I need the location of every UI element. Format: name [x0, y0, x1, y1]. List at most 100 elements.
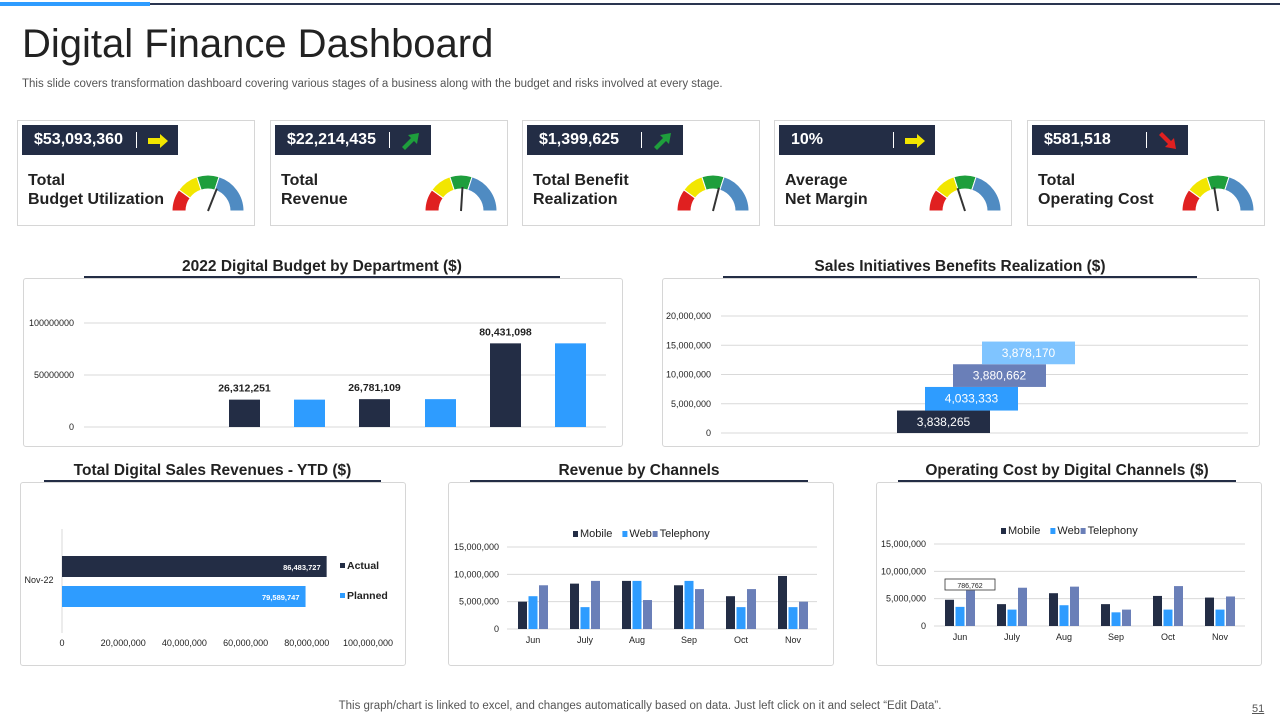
bar[interactable]	[966, 590, 975, 626]
revenue-chart-panel[interactable]: 15,000,000 10,000,000 5,000,000 0 Mobile Web T…	[448, 482, 834, 666]
bar[interactable]	[747, 589, 756, 629]
bar[interactable]	[580, 607, 590, 629]
legend-label: Telephony	[660, 528, 711, 540]
bar[interactable]	[1153, 595, 1162, 626]
kpi-value: $22,214,435	[287, 131, 376, 148]
benefits-chart-panel[interactable]: 20,000,000 15,000,000 10,000,000 5,000,000 0…	[662, 278, 1260, 447]
bar[interactable]	[955, 606, 965, 626]
bar[interactable]	[425, 399, 456, 427]
bar[interactable]	[1049, 593, 1058, 626]
bar[interactable]	[643, 600, 652, 629]
bar[interactable]	[1059, 605, 1069, 626]
waterfall-bar[interactable]	[953, 364, 1046, 387]
bar[interactable]	[1101, 604, 1110, 626]
bar[interactable]	[1215, 609, 1225, 626]
bar[interactable]	[1070, 586, 1079, 626]
bar[interactable]	[490, 343, 521, 427]
budget-chart-panel[interactable]: 100000000 50000000 0 26,312,251 26,781,109 80…	[23, 278, 623, 447]
data-label: 3,880,662	[973, 369, 1027, 383]
bar[interactable]	[1163, 609, 1173, 626]
gauge-segment	[1224, 176, 1255, 212]
bar[interactable]	[788, 607, 798, 629]
bar[interactable]	[945, 599, 954, 626]
gauge-icon	[424, 174, 498, 212]
kpi-separator	[136, 132, 137, 148]
revenue-chart: 15,000,000 10,000,000 5,000,000 0 Mobile Web T…	[454, 528, 817, 645]
bar[interactable]	[62, 586, 306, 607]
bar[interactable]	[1007, 609, 1017, 626]
right-arrow-icon	[148, 134, 168, 148]
kpi-label-line1: Total	[1038, 172, 1076, 189]
kpi-card[interactable]: $22,214,435 Total Revenue	[270, 120, 508, 226]
kpi-card[interactable]: $581,518 Total Operating Cost	[1027, 120, 1265, 226]
gauge-segment	[719, 176, 750, 212]
legend-swatch	[652, 531, 658, 537]
y-tick-label: 15,000,000	[454, 542, 499, 552]
kpi-card[interactable]: $53,093,360 Total Budget Utilization	[17, 120, 255, 226]
gauge-icon	[171, 174, 245, 212]
bar[interactable]	[62, 556, 327, 577]
bar[interactable]	[997, 604, 1006, 626]
revenue-chart-title: Revenue by Channels	[558, 462, 720, 479]
y-tick-label: 0	[69, 422, 74, 432]
bar[interactable]	[1122, 609, 1131, 626]
bar[interactable]	[684, 580, 694, 629]
bar[interactable]	[518, 601, 527, 629]
x-tick-label: Oct	[1161, 632, 1176, 642]
kpi-card[interactable]: $1,399,625 Total Benefit Realization	[522, 120, 760, 226]
data-label: 80,431,098	[479, 326, 532, 338]
bar[interactable]	[1111, 612, 1121, 626]
bar[interactable]	[1205, 597, 1214, 626]
bar[interactable]	[622, 580, 631, 629]
legend-swatch	[1001, 528, 1006, 534]
y-tick-label: 5,000,000	[886, 594, 926, 604]
legend-swatch	[1080, 528, 1086, 534]
waterfall-bar[interactable]	[982, 341, 1075, 365]
waterfall-bar[interactable]	[897, 410, 990, 433]
kpi-separator	[893, 132, 894, 148]
bar[interactable]	[1174, 586, 1183, 626]
bar[interactable]	[674, 585, 683, 629]
x-tick-label: Aug	[1056, 632, 1072, 642]
bar[interactable]	[539, 585, 548, 629]
legend-swatch	[573, 531, 578, 537]
waterfall-bar[interactable]	[925, 386, 1018, 411]
bar[interactable]	[359, 399, 390, 427]
right-arrow-icon	[905, 134, 925, 148]
bar[interactable]	[555, 343, 586, 427]
bar[interactable]	[778, 575, 787, 629]
bar[interactable]	[736, 607, 746, 629]
bar[interactable]	[1226, 596, 1235, 626]
y-tick-label: 10,000,000	[881, 566, 926, 576]
kpi-label-line2: Realization	[533, 191, 618, 208]
sales-chart-panel[interactable]: 0 20,000,000 40,000,000 60,000,000 80,000,00…	[20, 482, 406, 666]
bar[interactable]	[799, 601, 808, 629]
callout-box	[944, 578, 996, 591]
kpi-label-line1: Total Benefit	[533, 172, 629, 189]
bar[interactable]	[591, 580, 600, 629]
legend-label: Mobile	[580, 528, 612, 540]
gauge-needle	[956, 187, 966, 212]
bar[interactable]	[229, 399, 260, 427]
bar[interactable]	[632, 580, 642, 629]
kpi-value-box: 10%	[779, 125, 935, 155]
kpi-card[interactable]: 10% Average Net Margin	[774, 120, 1012, 226]
page-subtitle: This slide covers transformation dashboa…	[22, 78, 723, 90]
bar[interactable]	[726, 596, 735, 629]
kpi-value-box: $581,518	[1032, 125, 1188, 155]
bar[interactable]	[1018, 587, 1027, 626]
gauge-segment	[467, 176, 498, 212]
opcost-chart-panel[interactable]: 15,000,000 10,000,000 5,000,000 0 Mobile Web T…	[876, 482, 1262, 666]
page-number[interactable]: 51	[1252, 703, 1265, 715]
bar[interactable]	[570, 583, 579, 629]
kpi-label-line1: Total	[28, 172, 66, 189]
bar[interactable]	[695, 589, 704, 629]
bar[interactable]	[528, 596, 538, 629]
kpi-label-line2: Revenue	[281, 191, 348, 208]
category-label: Nov-22	[24, 575, 53, 585]
up-right-arrow-icon	[402, 133, 419, 150]
bar[interactable]	[294, 399, 325, 427]
data-label: 26,312,251	[218, 383, 271, 395]
opcost-chart: 15,000,000 10,000,000 5,000,000 0 Mobile Web T…	[881, 525, 1245, 642]
data-label: 3,878,170	[1002, 346, 1056, 360]
